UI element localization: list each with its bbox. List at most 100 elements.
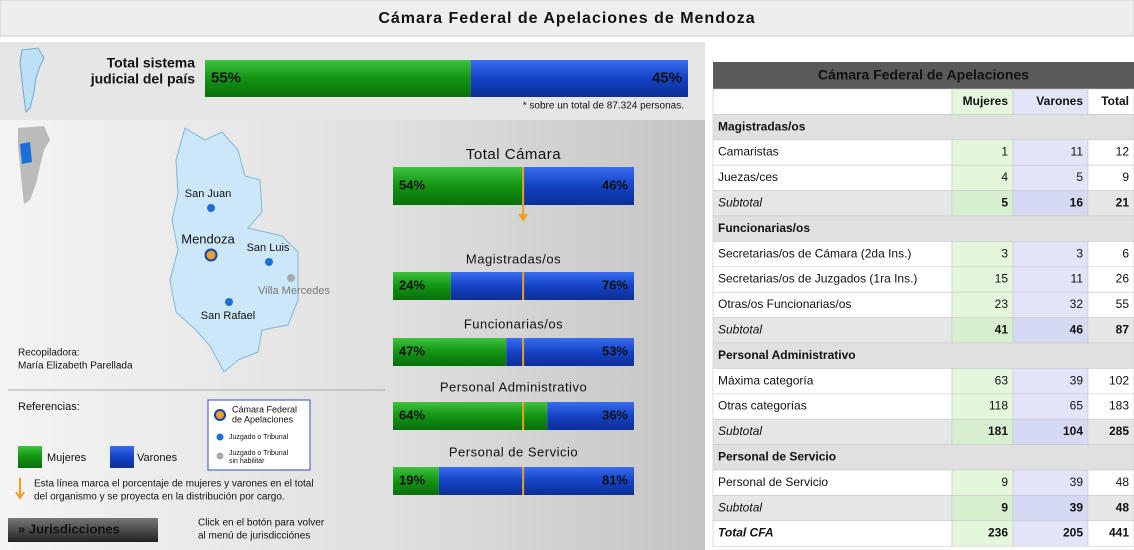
place-label: San Rafael bbox=[201, 310, 255, 322]
table-value: 12 bbox=[1116, 145, 1130, 159]
table-value: 5 bbox=[1076, 170, 1083, 184]
column-header: Varones bbox=[1036, 94, 1083, 108]
compiler: Recopiladora: bbox=[18, 348, 80, 359]
table-cell bbox=[1087, 317, 1134, 344]
place-label: Mendoza bbox=[181, 231, 235, 246]
title-bar bbox=[0, 0, 1134, 37]
column-header: Mujeres bbox=[963, 94, 1009, 108]
table-value: 11 bbox=[1071, 272, 1084, 286]
section-label: Personal de Servicio bbox=[718, 449, 836, 463]
table-cell bbox=[712, 215, 1134, 242]
table-value: 15 bbox=[995, 272, 1009, 286]
reference-box bbox=[207, 399, 311, 471]
button-label[interactable]: » Jurisdicciones bbox=[18, 521, 120, 536]
table-cell bbox=[712, 342, 1134, 369]
table-value: 285 bbox=[1109, 424, 1129, 438]
table-cell bbox=[1087, 164, 1134, 191]
camara-icon bbox=[214, 409, 226, 421]
national-note: * sobre un total de 87.324 personas. bbox=[523, 101, 684, 112]
table-cell bbox=[712, 266, 953, 293]
place-label: San Juan bbox=[185, 188, 231, 200]
table-value: 6 bbox=[1122, 246, 1129, 260]
table-value: 1 bbox=[1001, 145, 1008, 159]
button-hint: Click en el botón para volver bbox=[198, 518, 325, 529]
women-label: 19% bbox=[399, 472, 425, 487]
table-cell bbox=[951, 241, 1014, 268]
row-label: Otras/os Funcionarias/os bbox=[718, 297, 851, 311]
table-value: 4 bbox=[1001, 170, 1008, 184]
argentina-icon bbox=[19, 47, 45, 114]
bar-title: Personal de Servicio bbox=[449, 444, 578, 459]
national-label: judicial del país bbox=[90, 71, 195, 87]
legend-title: Referencias: bbox=[18, 401, 80, 413]
table-value: 3 bbox=[1001, 246, 1008, 260]
men-label: 81% bbox=[602, 472, 628, 487]
place-dot bbox=[287, 274, 295, 282]
row-label: Camaristas bbox=[718, 145, 779, 159]
table-cell bbox=[712, 88, 953, 115]
table-value: 55 bbox=[1116, 297, 1130, 311]
column-header: Total bbox=[1101, 94, 1129, 108]
women-label: 24% bbox=[399, 277, 425, 292]
table-value: 181 bbox=[988, 424, 1008, 438]
men-label: 76% bbox=[602, 277, 628, 292]
table-cell bbox=[1012, 88, 1089, 115]
camara-marker bbox=[204, 248, 218, 262]
table-value: 16 bbox=[1070, 195, 1084, 209]
table-header bbox=[713, 62, 1134, 89]
row-label: Juezas/ces bbox=[718, 170, 778, 184]
table-value: 118 bbox=[989, 399, 1008, 413]
province-map bbox=[169, 127, 299, 373]
table-title: Cámara Federal de Apelaciones bbox=[818, 67, 1029, 83]
legend-women-swatch bbox=[18, 446, 42, 468]
table-value: 21 bbox=[1116, 195, 1130, 209]
table-cell bbox=[1087, 291, 1134, 318]
table-cell bbox=[1087, 266, 1134, 293]
table-cell bbox=[1087, 469, 1134, 496]
table-cell bbox=[951, 164, 1014, 191]
table-cell bbox=[951, 368, 1014, 395]
table-value: 104 bbox=[1063, 424, 1083, 438]
men-bar bbox=[547, 402, 634, 430]
table-value: 39 bbox=[1070, 500, 1084, 514]
table-cell bbox=[951, 266, 1014, 293]
table-value: 3 bbox=[1076, 246, 1083, 260]
table-cell bbox=[951, 495, 1014, 522]
legend-camara: de Apelaciones bbox=[232, 414, 294, 424]
men-label: 46% bbox=[602, 177, 628, 192]
table-cell bbox=[712, 241, 953, 268]
table-cell bbox=[712, 418, 953, 445]
table-cell bbox=[712, 495, 953, 522]
row-label: Subtotal bbox=[718, 322, 762, 336]
bar-title: Magistradas/os bbox=[466, 251, 561, 266]
table-cell bbox=[1012, 266, 1089, 293]
legend-women: Mujeres bbox=[47, 452, 87, 464]
men-label: 45% bbox=[652, 69, 682, 86]
legend-camara: Cámara Federal bbox=[232, 404, 297, 414]
row-label: Subtotal bbox=[718, 500, 762, 514]
table-cell bbox=[951, 469, 1014, 496]
line-note: Esta línea marca el porcentaje de mujere… bbox=[34, 479, 314, 490]
table-cell bbox=[1012, 291, 1089, 318]
place-dot bbox=[265, 258, 273, 266]
table-cell bbox=[1012, 393, 1089, 420]
table-cell bbox=[1012, 164, 1089, 191]
row-label: Personal de Servicio bbox=[718, 475, 828, 489]
women-bar bbox=[393, 338, 507, 366]
table-value: 63 bbox=[995, 373, 1009, 387]
table-cell bbox=[712, 317, 953, 344]
line-note-arrow bbox=[15, 478, 25, 500]
jurisdicciones-button[interactable] bbox=[8, 518, 158, 542]
legend-men: Varones bbox=[137, 452, 178, 464]
place-label: Villa Mercedes bbox=[258, 285, 330, 297]
men-label: 53% bbox=[602, 343, 628, 358]
table-value: 9 bbox=[1001, 475, 1008, 489]
table-cell bbox=[712, 393, 953, 420]
table-cell bbox=[1012, 520, 1089, 547]
women-bar bbox=[393, 272, 451, 300]
court-icon bbox=[216, 433, 224, 441]
table-cell bbox=[1087, 520, 1134, 547]
table-cell bbox=[951, 88, 1014, 115]
women-label: 47% bbox=[399, 343, 425, 358]
legend-men-swatch bbox=[110, 446, 134, 468]
